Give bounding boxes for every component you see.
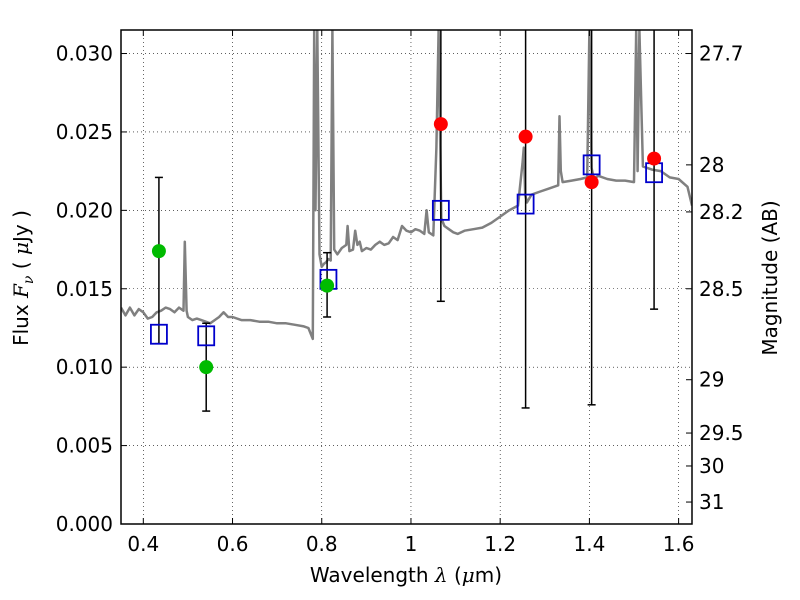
model-square — [150, 323, 168, 345]
axis-ticks: 0.4 0.6 0.8 1 1.2 1.4 1.6 0.000 0.005 0.010 0.015 0… — [56, 30, 744, 556]
x-tick-label: 1.6 — [663, 532, 695, 556]
y2-axis-title: Magnitude (AB) — [758, 200, 782, 355]
y2-tick-label: 28.5 — [699, 277, 744, 301]
plot-area — [121, 30, 692, 412]
x-tick-label: 0.4 — [127, 532, 159, 556]
y2-tick-label: 27.7 — [699, 42, 744, 66]
x-tick-label: 1.4 — [573, 532, 605, 556]
y2-tick-label: 30 — [699, 454, 724, 478]
plot-frame — [120, 29, 693, 525]
x-tick-label: 0.8 — [306, 532, 338, 556]
y2-tick-label: 29 — [699, 368, 724, 392]
red-point — [433, 117, 448, 132]
x-tick-label: 1 — [405, 532, 418, 556]
y2-tick-label: 29.5 — [699, 421, 744, 445]
green-point — [320, 278, 335, 293]
y2-tick-label: 28 — [699, 153, 724, 177]
red-point — [518, 129, 533, 144]
y-tick-label: 0.015 — [56, 277, 113, 301]
model-square — [197, 325, 216, 347]
model-square — [431, 199, 450, 221]
red-point — [584, 175, 599, 190]
x-axis-title: Wavelength λ (μm) — [310, 563, 502, 587]
y2-tick-label: 31 — [699, 490, 724, 514]
grid-lines — [121, 30, 692, 525]
y-tick-label: 0.005 — [56, 434, 113, 458]
y-tick-label: 0.000 — [56, 512, 113, 536]
green-point — [151, 244, 166, 259]
y-tick-label: 0.025 — [56, 120, 113, 144]
model-square — [516, 193, 535, 215]
model-square — [582, 154, 601, 176]
x-tick-label: 1.2 — [484, 532, 516, 556]
y2-tick-label: 28.2 — [699, 200, 744, 224]
red-point — [647, 151, 662, 166]
y-tick-label: 0.020 — [56, 198, 113, 222]
green-point — [199, 360, 214, 375]
x-tick-label: 0.6 — [217, 532, 249, 556]
spectrum-line — [121, 30, 692, 341]
y-axis-title: Flux Fν ( μJy ) — [9, 210, 37, 346]
y-tick-label: 0.030 — [56, 42, 113, 66]
y-tick-label: 0.010 — [56, 355, 113, 379]
